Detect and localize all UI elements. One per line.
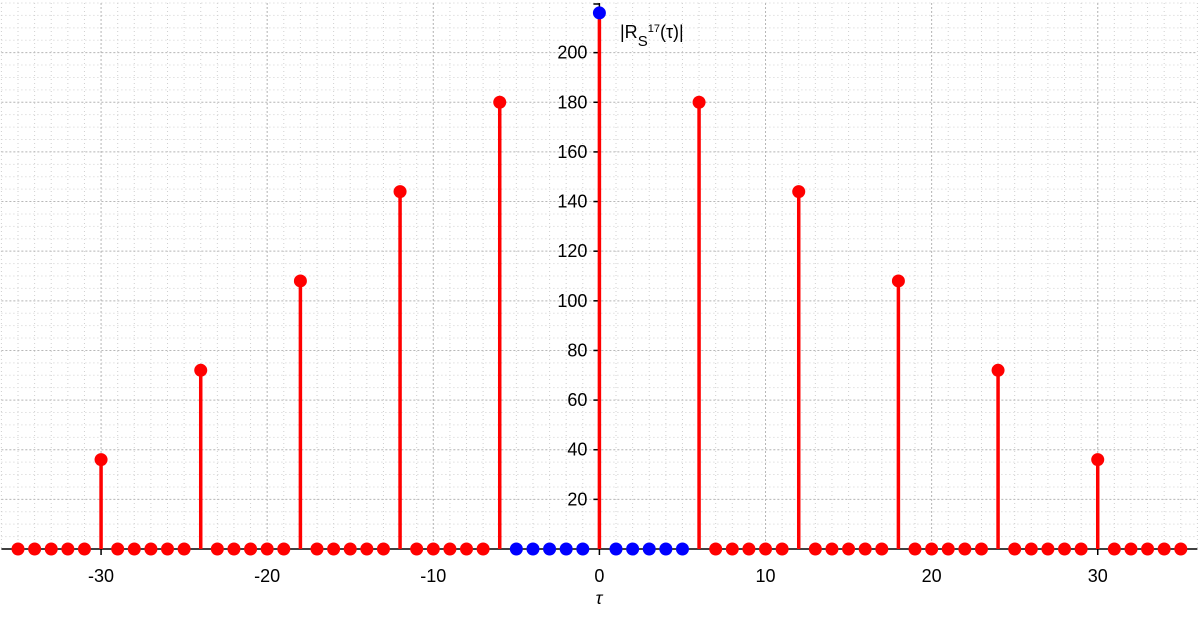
- stem-marker: [808, 542, 822, 556]
- stem-marker: [476, 542, 490, 556]
- annotation-sup: 17: [648, 23, 660, 35]
- stem-marker: [675, 542, 689, 556]
- stem-marker: [443, 542, 457, 556]
- stem-marker: [177, 542, 191, 556]
- stem-marker: [1074, 542, 1088, 556]
- stem-marker: [1008, 542, 1022, 556]
- stem-marker: [1058, 542, 1072, 556]
- stem-marker: [360, 542, 374, 556]
- stem-marker: [543, 542, 557, 556]
- stem-marker: [1124, 542, 1138, 556]
- stem-marker: [991, 363, 1005, 377]
- stem-marker: [759, 542, 773, 556]
- stem-marker: [61, 542, 75, 556]
- y-tick-label: 120: [557, 241, 587, 261]
- stem-marker: [310, 542, 324, 556]
- stem-marker: [293, 274, 307, 288]
- stem-marker: [1091, 453, 1105, 467]
- annotation-sub: S: [638, 33, 648, 50]
- stem-marker: [576, 542, 590, 556]
- stem-marker: [526, 542, 540, 556]
- y-tick-label: 60: [567, 390, 587, 410]
- x-tick-label: 20: [922, 566, 942, 586]
- plot: -30 -20 -10 0 10 20 30 20 40 60 80 100 120 140 160 180 2…: [1, 3, 1198, 586]
- stem-marker: [111, 542, 125, 556]
- stem-marker: [825, 542, 839, 556]
- stem-marker: [659, 542, 673, 556]
- stem-marker: [493, 95, 507, 109]
- stem-marker: [11, 542, 25, 556]
- y-tick-label: 160: [557, 142, 587, 162]
- stem-marker: [775, 542, 789, 556]
- stem-marker: [327, 542, 341, 556]
- stem-marker: [974, 542, 988, 556]
- stem-marker: [742, 542, 756, 556]
- stem-marker: [161, 542, 175, 556]
- stem-marker: [343, 542, 357, 556]
- y-tick-label: 140: [557, 192, 587, 212]
- stem-marker: [891, 274, 905, 288]
- stem-marker: [509, 542, 523, 556]
- stem-marker: [626, 542, 640, 556]
- x-tick-label: -30: [88, 566, 114, 586]
- annotation-tail: (τ)|: [660, 22, 684, 42]
- stem-marker: [393, 185, 407, 199]
- x-tick-label: 0: [594, 566, 604, 586]
- stem-marker: [194, 363, 208, 377]
- x-tick-label: -20: [254, 566, 280, 586]
- stem-marker: [277, 542, 291, 556]
- stem-marker: [376, 542, 390, 556]
- stem-marker: [1024, 542, 1038, 556]
- stem-marker: [908, 542, 922, 556]
- stem-marker: [842, 542, 856, 556]
- stem-marker: [260, 542, 274, 556]
- stem-marker: [244, 542, 258, 556]
- y-tick-label: 80: [567, 340, 587, 360]
- x-tick-label: 30: [1088, 566, 1108, 586]
- x-tick-label: -10: [420, 566, 446, 586]
- stem-marker: [127, 542, 141, 556]
- stem-marker: [410, 542, 424, 556]
- stem-marker: [460, 542, 474, 556]
- annotation: |RS17(τ)|: [620, 22, 684, 50]
- stem-marker: [28, 542, 42, 556]
- y-tick-label: 40: [567, 440, 587, 460]
- stem-marker: [792, 185, 806, 199]
- x-axis-label: τ: [596, 588, 604, 608]
- stem-marker: [709, 542, 723, 556]
- stem-marker: [144, 542, 158, 556]
- annotation-base: |R: [620, 22, 638, 42]
- y-tick-label: 200: [557, 43, 587, 63]
- stem-marker: [1174, 542, 1188, 556]
- stem-marker: [958, 542, 972, 556]
- stem-marker: [725, 542, 739, 556]
- stem-marker: [1141, 542, 1155, 556]
- stem-marker: [858, 542, 872, 556]
- stem-marker: [609, 542, 623, 556]
- y-tick-label: 180: [557, 92, 587, 112]
- stem-marker: [1041, 542, 1055, 556]
- stem-marker: [94, 453, 108, 467]
- stem-marker: [642, 542, 656, 556]
- stem-marker: [77, 542, 91, 556]
- stem-marker: [44, 542, 58, 556]
- stem-marker: [692, 95, 706, 109]
- stem-marker: [559, 542, 573, 556]
- stem-marker: [941, 542, 955, 556]
- stem-marker: [1157, 542, 1171, 556]
- x-tick-label: 10: [755, 566, 775, 586]
- stem-marker: [925, 542, 939, 556]
- y-tick-label: 20: [567, 489, 587, 509]
- y-tick-label: 100: [557, 291, 587, 311]
- stem-marker: [875, 542, 889, 556]
- stem-marker: [210, 542, 224, 556]
- stem-marker: [426, 542, 440, 556]
- stem-marker: [1107, 542, 1121, 556]
- stem-marker: [592, 6, 606, 20]
- stem-marker: [227, 542, 241, 556]
